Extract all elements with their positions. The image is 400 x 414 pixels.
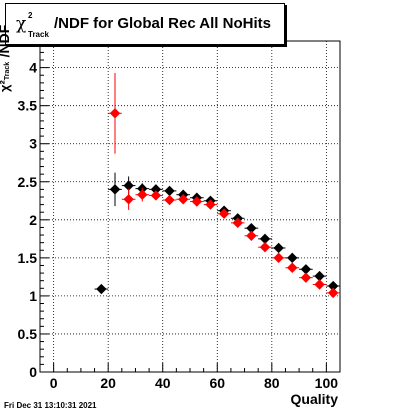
- x-tick-label: 0: [50, 375, 58, 391]
- data-point: [164, 194, 175, 206]
- data-point: [300, 264, 312, 275]
- data-point: [96, 283, 107, 295]
- x-tick-label: 40: [155, 375, 171, 391]
- series-1: [108, 72, 340, 299]
- y-tick-label: 4: [29, 60, 37, 76]
- title-superscript: 2: [28, 11, 33, 20]
- data-point: [314, 279, 325, 290]
- y-tick-label: 0.5: [18, 326, 38, 342]
- y-tick-label: 1.5: [18, 250, 38, 266]
- y-axis-label-main: /NDF: [0, 24, 12, 58]
- y-axis-label-chi: χ²: [0, 80, 12, 92]
- y-axis-label-sub: Track: [4, 61, 11, 81]
- data-point: [287, 262, 298, 273]
- timestamp-footer: Fri Dec 31 13:10:31 2021: [4, 401, 97, 410]
- y-tick-label: 1: [29, 288, 37, 304]
- data-point: [300, 272, 312, 283]
- tick-labels: 0 20 40 60 80 100 0 0.5 1 1.5 2 2.5 3 3.5 4: [18, 60, 339, 391]
- y-tick-label: 3.5: [18, 98, 38, 114]
- y-tick-label: 2: [29, 212, 37, 228]
- data-point: [218, 208, 230, 219]
- title-subscript: Track: [28, 30, 49, 39]
- data-point: [246, 222, 257, 234]
- x-tick-label: 20: [100, 375, 116, 391]
- data-point: [314, 270, 325, 282]
- data-point: [273, 242, 284, 254]
- data-point: [109, 184, 121, 195]
- data-point: [259, 233, 271, 245]
- data-point: [327, 287, 339, 299]
- x-axis-label: Quality: [290, 391, 338, 407]
- y-tick-label: 2.5: [18, 174, 38, 190]
- plot-frame: [39, 40, 341, 373]
- data-point: [123, 194, 134, 205]
- data-point: [137, 189, 148, 200]
- data-point: [150, 184, 162, 195]
- title-box: χ 2 Track /NDF for Global Rec All NoHits: [5, 3, 285, 45]
- x-tick-label: 100: [315, 375, 339, 391]
- data-marks: [94, 72, 340, 299]
- data-point: [327, 280, 339, 292]
- title-chi: χ: [16, 14, 27, 34]
- title-main: /NDF for Global Rec All NoHits: [54, 15, 271, 32]
- data-point: [191, 196, 203, 207]
- data-point: [164, 185, 175, 197]
- data-point: [150, 190, 162, 201]
- data-point: [123, 180, 134, 191]
- data-point: [177, 194, 189, 205]
- axis-ticks: [40, 51, 327, 373]
- data-point: [246, 230, 257, 241]
- data-point: [109, 108, 121, 119]
- data-point: [205, 199, 216, 210]
- data-point: [273, 252, 284, 264]
- data-point: [232, 217, 243, 229]
- x-tick-label: 60: [209, 375, 225, 391]
- y-axis-label: χ²Track /NDF: [0, 25, 14, 92]
- y-tick-label: 0: [29, 364, 37, 380]
- data-point: [259, 242, 271, 253]
- x-tick-label: 80: [264, 375, 280, 391]
- data-point: [287, 252, 298, 264]
- y-tick-label: 3: [29, 136, 37, 152]
